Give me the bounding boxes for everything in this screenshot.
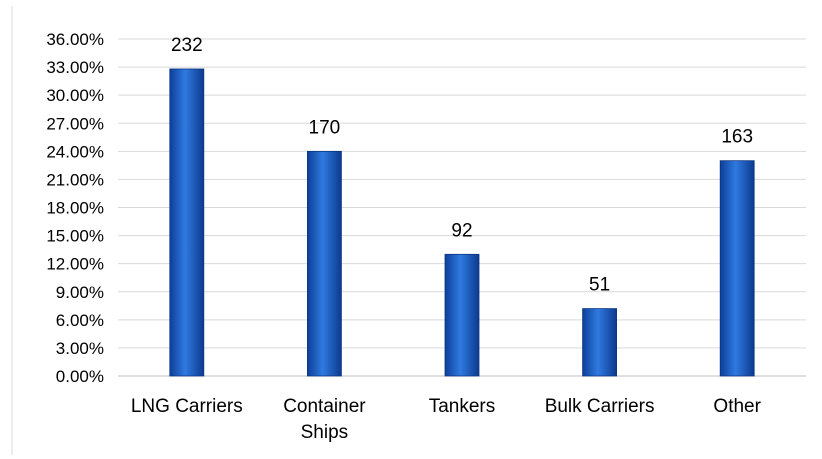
data-label: 170 (309, 117, 341, 138)
y-tick-label: 36.00% (46, 30, 104, 49)
category-label: Other (713, 396, 761, 417)
x-axis-category-labels: LNG Carriers Container Ships Tankers Bulk Ca… (131, 396, 762, 443)
y-tick-label: 12.00% (46, 255, 104, 274)
y-tick-label: 15.00% (46, 227, 104, 246)
data-label: 51 (589, 275, 610, 296)
bar (582, 308, 617, 377)
y-tick-label: 3.00% (56, 339, 104, 358)
data-label: 232 (171, 35, 203, 56)
data-label: 92 (451, 220, 472, 241)
y-tick-label: 27.00% (46, 114, 104, 133)
y-tick-label: 30.00% (46, 86, 104, 105)
y-axis-tick-labels: 0.00% 3.00% 6.00% 9.00% 12.00% 15.00% 18.00% 21… (46, 30, 104, 386)
bar (719, 160, 755, 377)
data-labels: 232 170 92 51 163 (171, 35, 753, 296)
y-tick-label: 6.00% (56, 311, 104, 330)
bar (444, 253, 480, 377)
category-label: Tankers (429, 396, 496, 417)
category-label: Bulk Carriers (545, 396, 655, 417)
y-tick-label: 0.00% (56, 367, 104, 386)
y-tick-label: 33.00% (46, 58, 104, 77)
bar (169, 68, 205, 377)
y-tick-label: 21.00% (46, 170, 104, 189)
y-tick-label: 18.00% (46, 199, 104, 218)
y-tick-label: 24.00% (46, 142, 104, 161)
data-label: 163 (721, 127, 753, 148)
bar (306, 150, 342, 377)
category-label: Container Ships (283, 396, 366, 443)
category-label: LNG Carriers (131, 396, 243, 417)
bars (169, 68, 755, 377)
y-tick-label: 9.00% (56, 283, 104, 302)
